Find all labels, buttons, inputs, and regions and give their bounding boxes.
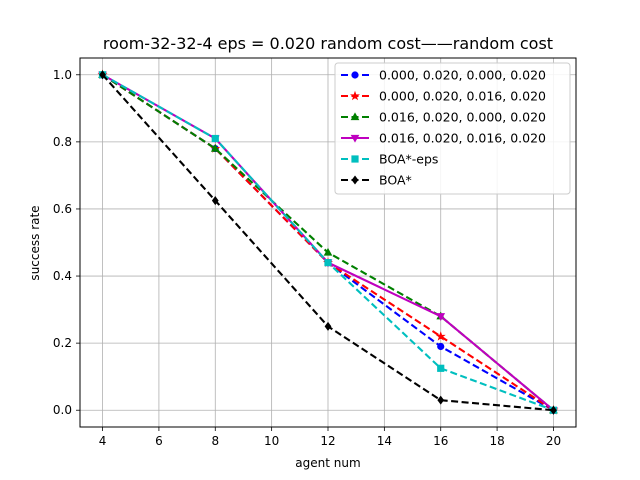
axis-ticks: 4 6 8 10 12 14 16 18 20 0.0 0.2 0.4 0.6 0.8 1.0 bbox=[53, 68, 561, 448]
data-point bbox=[324, 259, 332, 267]
x-tick-label: 10 bbox=[264, 434, 279, 448]
legend-entry: BOA*-eps bbox=[341, 152, 438, 167]
legend-box bbox=[334, 62, 571, 195]
data-point bbox=[99, 70, 106, 80]
data-point bbox=[436, 313, 446, 321]
legend-marker bbox=[350, 90, 360, 101]
data-point bbox=[435, 331, 446, 341]
legend-entry: 0.000, 0.020, 0.000, 0.020 bbox=[341, 68, 546, 83]
y-tick-label: 0.2 bbox=[53, 336, 72, 350]
legend-marker bbox=[350, 112, 360, 121]
data-point bbox=[211, 196, 219, 206]
legend-marker bbox=[351, 175, 359, 185]
data-point bbox=[550, 405, 557, 415]
legend-marker bbox=[351, 155, 359, 163]
legend-label: 0.000, 0.020, 0.000, 0.020 bbox=[379, 68, 546, 83]
x-tick-label: 14 bbox=[377, 434, 392, 448]
data-point bbox=[437, 364, 445, 372]
legend: 0.000, 0.020, 0.000, 0.020 0.000, 0.020, … bbox=[334, 62, 571, 195]
x-tick-label: 4 bbox=[99, 434, 107, 448]
y-axis-label: success rate bbox=[28, 205, 42, 280]
data-point bbox=[211, 134, 219, 143]
x-tick-label: 8 bbox=[211, 434, 219, 448]
data-point bbox=[210, 143, 220, 152]
legend-label: BOA*-eps bbox=[379, 152, 438, 167]
data-point bbox=[324, 321, 332, 331]
legend-label: 0.016, 0.020, 0.000, 0.020 bbox=[379, 110, 546, 125]
series-5 bbox=[99, 70, 557, 415]
legend-marker bbox=[351, 71, 359, 79]
y-tick-label: 0.6 bbox=[53, 202, 72, 216]
chart-title: room-32-32-4 eps = 0.020 random cost——ra… bbox=[103, 34, 553, 53]
legend-label: 0.016, 0.020, 0.016, 0.020 bbox=[379, 131, 546, 146]
legend-entry: 0.000, 0.020, 0.016, 0.020 bbox=[341, 89, 546, 104]
legend-entry: 0.016, 0.020, 0.000, 0.020 bbox=[341, 110, 546, 125]
series-group bbox=[97, 69, 559, 415]
legend-entry: 0.016, 0.020, 0.016, 0.020 bbox=[341, 131, 546, 146]
y-tick-label: 0.8 bbox=[53, 135, 72, 149]
data-point bbox=[323, 247, 333, 256]
x-tick-label: 20 bbox=[546, 434, 561, 448]
legend-label: 0.000, 0.020, 0.016, 0.020 bbox=[379, 89, 546, 104]
x-axis-label: agent num bbox=[295, 456, 360, 470]
y-tick-label: 0.0 bbox=[53, 403, 72, 417]
x-tick-label: 16 bbox=[433, 434, 448, 448]
legend-label: BOA* bbox=[379, 173, 412, 188]
y-tick-label: 1.0 bbox=[53, 68, 72, 82]
legend-marker bbox=[350, 134, 360, 143]
x-tick-label: 18 bbox=[489, 434, 504, 448]
x-tick-label: 12 bbox=[320, 434, 335, 448]
y-tick-label: 0.4 bbox=[53, 269, 72, 283]
legend-entry: BOA* bbox=[341, 173, 412, 188]
data-point bbox=[437, 342, 445, 351]
x-tick-label: 6 bbox=[155, 434, 163, 448]
data-point bbox=[437, 395, 445, 405]
